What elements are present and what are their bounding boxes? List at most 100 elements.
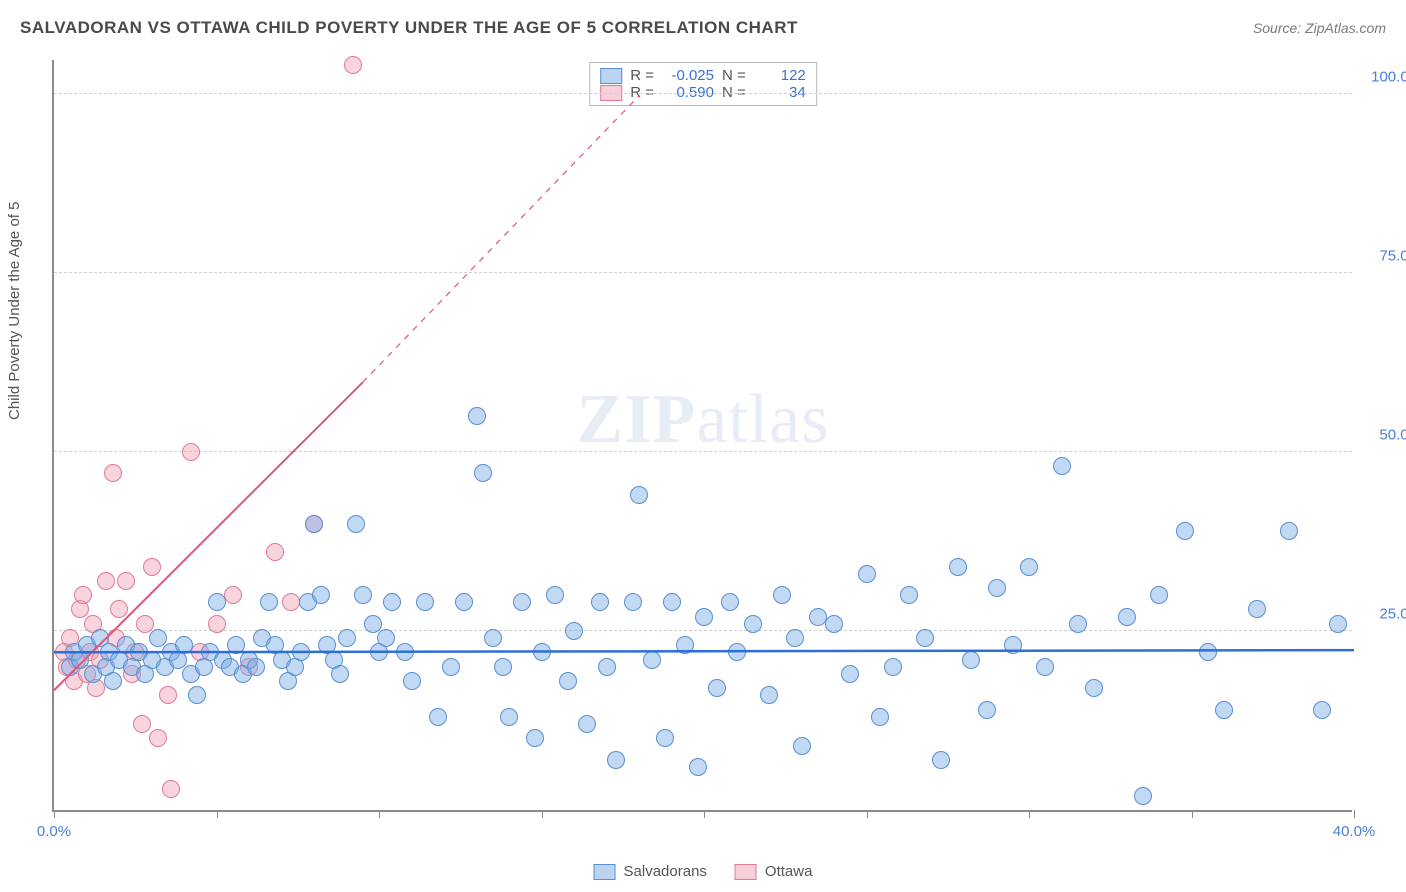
legend-item-salvadorans: Salvadorans bbox=[594, 863, 707, 880]
data-point bbox=[656, 729, 674, 747]
chart-title: SALVADORAN VS OTTAWA CHILD POVERTY UNDER… bbox=[20, 18, 798, 38]
data-point bbox=[208, 593, 226, 611]
data-point bbox=[949, 558, 967, 576]
data-point bbox=[793, 737, 811, 755]
n-label-1: N = bbox=[722, 67, 746, 84]
bottom-legend: Salvadorans Ottawa bbox=[594, 863, 813, 880]
data-point bbox=[104, 464, 122, 482]
stats-row-1: R = -0.025 N = 122 bbox=[600, 67, 806, 84]
data-point bbox=[721, 593, 739, 611]
data-point bbox=[1150, 586, 1168, 604]
data-point bbox=[429, 708, 447, 726]
data-point bbox=[266, 543, 284, 561]
n-value-1: 122 bbox=[754, 67, 806, 84]
data-point bbox=[533, 643, 551, 661]
data-point bbox=[786, 629, 804, 647]
data-point bbox=[932, 751, 950, 769]
data-point bbox=[825, 615, 843, 633]
xtick-label: 40.0% bbox=[1333, 823, 1376, 840]
data-point bbox=[1069, 615, 1087, 633]
data-point bbox=[1036, 658, 1054, 676]
r-label-1: R = bbox=[630, 67, 654, 84]
data-point bbox=[474, 464, 492, 482]
data-point bbox=[1118, 608, 1136, 626]
data-point bbox=[396, 643, 414, 661]
data-point bbox=[630, 486, 648, 504]
data-point bbox=[607, 751, 625, 769]
data-point bbox=[104, 672, 122, 690]
data-point bbox=[416, 593, 434, 611]
xtick bbox=[217, 810, 218, 818]
data-point bbox=[1134, 787, 1152, 805]
ytick-label: 25.0% bbox=[1362, 605, 1406, 622]
data-point bbox=[871, 708, 889, 726]
data-point bbox=[663, 593, 681, 611]
data-point bbox=[224, 586, 242, 604]
data-point bbox=[988, 579, 1006, 597]
ytick-label: 75.0% bbox=[1362, 247, 1406, 264]
data-point bbox=[1280, 522, 1298, 540]
data-point bbox=[149, 729, 167, 747]
gridline bbox=[54, 272, 1352, 273]
data-point bbox=[1176, 522, 1194, 540]
data-point bbox=[182, 443, 200, 461]
data-point bbox=[526, 729, 544, 747]
data-point bbox=[227, 636, 245, 654]
data-point bbox=[841, 665, 859, 683]
data-point bbox=[208, 615, 226, 633]
data-point bbox=[312, 586, 330, 604]
xtick-label: 0.0% bbox=[37, 823, 71, 840]
legend-item-ottawa: Ottawa bbox=[735, 863, 813, 880]
data-point bbox=[900, 586, 918, 604]
xtick bbox=[54, 810, 55, 818]
data-point bbox=[1053, 457, 1071, 475]
data-point bbox=[110, 600, 128, 618]
data-point bbox=[565, 622, 583, 640]
data-point bbox=[676, 636, 694, 654]
data-point bbox=[695, 608, 713, 626]
legend-swatch-pink-icon bbox=[735, 864, 757, 880]
data-point bbox=[500, 708, 518, 726]
stats-box: R = -0.025 N = 122 R = 0.590 N = 34 bbox=[589, 62, 817, 106]
data-point bbox=[344, 56, 362, 74]
data-point bbox=[598, 658, 616, 676]
data-point bbox=[1199, 643, 1217, 661]
data-point bbox=[338, 629, 356, 647]
data-point bbox=[159, 686, 177, 704]
data-point bbox=[1004, 636, 1022, 654]
source-label: Source: ZipAtlas.com bbox=[1253, 20, 1386, 36]
xtick bbox=[704, 810, 705, 818]
xtick bbox=[379, 810, 380, 818]
data-point bbox=[188, 686, 206, 704]
data-point bbox=[175, 636, 193, 654]
xtick bbox=[1354, 810, 1355, 818]
data-point bbox=[292, 643, 310, 661]
data-point bbox=[1248, 600, 1266, 618]
data-point bbox=[978, 701, 996, 719]
trend-line bbox=[54, 60, 1354, 812]
data-point bbox=[133, 715, 151, 733]
data-point bbox=[117, 572, 135, 590]
data-point bbox=[1215, 701, 1233, 719]
data-point bbox=[643, 651, 661, 669]
gridline bbox=[54, 451, 1352, 452]
xtick bbox=[1192, 810, 1193, 818]
data-point bbox=[708, 679, 726, 697]
y-axis-label: Child Poverty Under the Age of 5 bbox=[6, 202, 23, 420]
data-point bbox=[513, 593, 531, 611]
data-point bbox=[377, 629, 395, 647]
data-point bbox=[383, 593, 401, 611]
data-point bbox=[962, 651, 980, 669]
data-point bbox=[773, 586, 791, 604]
r-value-1: -0.025 bbox=[662, 67, 714, 84]
data-point bbox=[728, 643, 746, 661]
data-point bbox=[305, 515, 323, 533]
data-point bbox=[1313, 701, 1331, 719]
data-point bbox=[260, 593, 278, 611]
data-point bbox=[494, 658, 512, 676]
ytick-label: 50.0% bbox=[1362, 426, 1406, 443]
data-point bbox=[591, 593, 609, 611]
data-point bbox=[624, 593, 642, 611]
data-point bbox=[74, 586, 92, 604]
plot-area: ZIPatlas R = -0.025 N = 122 R = 0.590 N … bbox=[52, 60, 1352, 812]
